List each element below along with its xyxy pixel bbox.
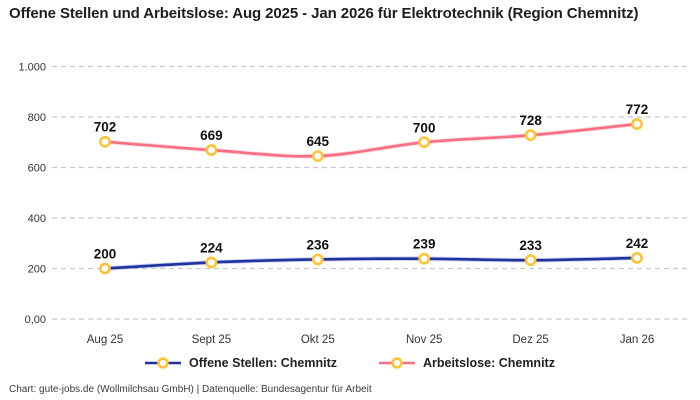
x-axis-tick-label: Okt 25 <box>301 334 335 346</box>
data-point-marker[interactable] <box>311 150 324 163</box>
y-axis-tick-label: 400 <box>28 213 46 225</box>
x-axis-tick-label: Jan 26 <box>620 334 655 346</box>
legend-label: Offene Stellen: Chemnitz <box>189 356 337 370</box>
y-axis-tick-label: 1.000 <box>18 62 46 74</box>
line-chart-plot: 0,00 200 400 600 800 1.000 Aug 25 Sept 25 Okt 25… <box>0 55 700 355</box>
data-point-value-label: 728 <box>519 113 542 128</box>
data-point-value-label: 200 <box>94 247 117 262</box>
legend-series-marker-icon <box>378 357 415 369</box>
data-point-marker[interactable] <box>99 135 111 148</box>
data-point-marker[interactable] <box>524 254 537 267</box>
data-point-value-label: 239 <box>413 237 436 252</box>
data-point-marker[interactable] <box>631 118 643 130</box>
data-point-value-label: 700 <box>413 120 436 135</box>
data-point-value-label: 645 <box>307 134 330 149</box>
y-axis-tick-label: 200 <box>28 264 46 276</box>
legend-item[interactable]: Offene Stellen: Chemnitz <box>145 356 337 370</box>
x-axis-tick-label: Sept 25 <box>192 334 232 346</box>
x-axis-tick-label: Dez 25 <box>512 334 548 346</box>
data-point-value-label: 224 <box>200 240 223 255</box>
x-axis-tick-label: Aug 25 <box>87 334 123 346</box>
legend: Offene Stellen: Chemnitz Arbeitslose: Che… <box>0 356 700 370</box>
data-point-marker[interactable] <box>311 253 324 266</box>
data-point-marker[interactable] <box>418 136 431 149</box>
chart-title: Offene Stellen und Arbeitslose: Aug 2025… <box>9 5 639 22</box>
x-axis-tick-label: Nov 25 <box>406 334 442 346</box>
data-point-value-label: 669 <box>200 128 223 143</box>
data-point-value-label: 242 <box>626 236 649 251</box>
y-axis-tick-label: 800 <box>28 112 46 124</box>
y-axis-tick-label: 600 <box>28 163 46 175</box>
data-point-marker[interactable] <box>418 252 431 265</box>
data-point-marker[interactable] <box>524 129 537 142</box>
data-point-value-label: 772 <box>626 102 649 117</box>
line-chart-svg: 0,00 200 400 600 800 1.000 Aug 25 Sept 25 Okt 25… <box>18 62 687 346</box>
series-line <box>103 256 639 270</box>
data-point-value-label: 702 <box>94 120 117 135</box>
data-point-marker[interactable] <box>99 262 111 275</box>
data-point-marker[interactable] <box>205 144 218 156</box>
y-axis-tick-label: 0,00 <box>25 314 46 326</box>
series-line <box>103 122 639 158</box>
legend-label: Arbeitslose: Chemnitz <box>422 356 555 370</box>
data-point-marker[interactable] <box>631 251 643 264</box>
legend-item[interactable]: Arbeitslose: Chemnitz <box>378 356 555 370</box>
data-point-value-label: 233 <box>519 238 542 253</box>
data-point-value-label: 236 <box>307 237 330 252</box>
data-point-marker[interactable] <box>205 256 218 269</box>
chart-credit: Chart: gute-jobs.de (Wollmilchsau GmbH) … <box>9 384 372 395</box>
legend-series-marker-icon <box>145 357 182 369</box>
series-line-glow <box>102 121 640 159</box>
